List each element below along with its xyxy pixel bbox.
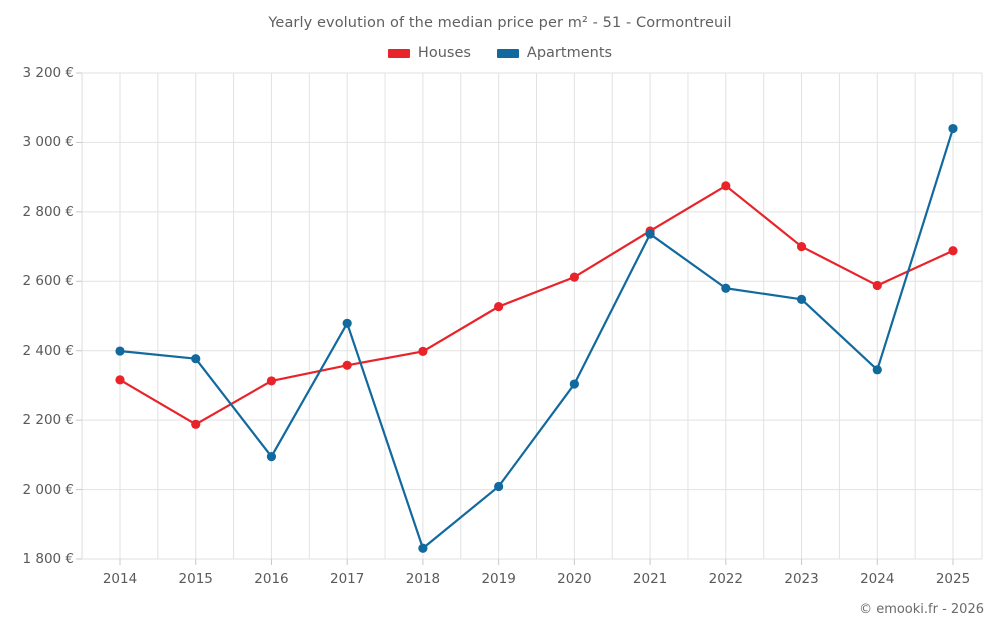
data-point-houses[interactable] (418, 346, 428, 357)
data-point-apartments[interactable] (342, 318, 352, 328)
series-lines (118, 127, 955, 550)
x-axis-label: 2015 (178, 571, 213, 587)
x-axis-label: 2023 (784, 571, 819, 587)
y-axis-label: 3 000 € (22, 134, 74, 151)
series-line-houses (118, 184, 955, 426)
y-axis-label: 2 000 € (22, 481, 74, 498)
chart-legend: Houses Apartments (0, 45, 1000, 61)
x-axis-label: 2025 (935, 571, 971, 587)
y-axis-tick-labels: 1 800 € 2 000 € 2 200 € 2 400 € 2 600 € 2 800… (0, 0, 74, 625)
data-point-apartments[interactable] (115, 346, 125, 356)
legend-label-houses: Houses (417, 45, 471, 61)
legend-item-houses[interactable]: Houses (387, 45, 471, 61)
data-point-houses[interactable] (115, 375, 125, 385)
gridlines (76, 72, 983, 565)
data-point-apartments[interactable] (721, 283, 731, 293)
y-axis-label: 2 800 € (22, 203, 74, 220)
footer-credit: © emooki.fr - 2026 (859, 602, 984, 617)
x-axis-label: 2017 (329, 571, 365, 587)
data-point-apartments[interactable] (569, 379, 579, 389)
legend-swatch-houses (387, 48, 410, 58)
data-point-apartments[interactable] (191, 354, 201, 364)
x-axis-label: 2018 (405, 571, 441, 587)
data-point-houses[interactable] (872, 280, 882, 291)
data-point-houses[interactable] (721, 181, 731, 191)
data-point-apartments[interactable] (418, 543, 428, 553)
y-axis-label: 2 200 € (22, 412, 74, 429)
y-axis-label: 2 400 € (22, 342, 74, 359)
data-point-houses[interactable] (569, 272, 579, 282)
x-axis-label: 2022 (708, 571, 743, 587)
x-axis-label: 2024 (860, 571, 895, 587)
data-point-apartments[interactable] (266, 451, 277, 462)
data-point-houses[interactable] (494, 302, 504, 312)
y-axis-label: 3 200 € (22, 65, 74, 81)
x-axis-label: 2021 (632, 571, 668, 587)
y-axis-label: 2 600 € (22, 273, 74, 290)
data-point-apartments[interactable] (494, 481, 504, 492)
series-line-apartments (118, 127, 955, 550)
x-axis-label: 2014 (102, 571, 138, 587)
chart-title: Yearly evolution of the median price per… (268, 15, 732, 31)
data-point-houses[interactable] (191, 419, 201, 429)
data-point-houses[interactable] (342, 360, 352, 370)
y-axis-label: 1 800 € (22, 551, 74, 567)
legend-swatch-apartments (496, 48, 519, 58)
data-point-houses[interactable] (266, 376, 277, 386)
data-point-apartments[interactable] (872, 365, 882, 375)
x-axis-label: 2016 (254, 571, 289, 587)
series-points (115, 123, 958, 553)
data-point-apartments[interactable] (645, 229, 655, 239)
legend-item-apartments[interactable]: Apartments (496, 45, 613, 61)
x-axis-label: 2020 (557, 571, 592, 587)
data-point-apartments[interactable] (948, 123, 958, 134)
legend-label-apartments: Apartments (526, 45, 613, 61)
data-point-houses[interactable] (796, 241, 807, 252)
data-point-apartments[interactable] (796, 294, 807, 304)
x-axis-label: 2019 (481, 571, 516, 587)
data-point-houses[interactable] (948, 246, 958, 256)
